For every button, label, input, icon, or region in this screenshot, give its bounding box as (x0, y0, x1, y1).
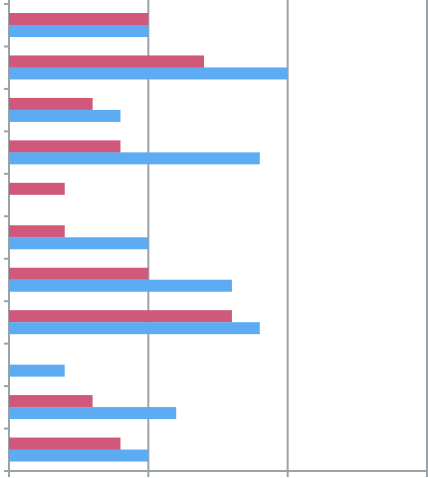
bar (9, 407, 177, 420)
bar (9, 322, 260, 335)
bar (9, 182, 65, 195)
bar (9, 97, 93, 110)
bar (9, 55, 205, 68)
bar (9, 267, 149, 280)
bar (9, 25, 149, 37)
bar (9, 109, 121, 122)
bar (9, 13, 149, 25)
bar (9, 310, 232, 323)
bar (9, 237, 149, 250)
bar (9, 67, 288, 80)
bar (9, 140, 121, 153)
bar (9, 279, 232, 292)
bar (9, 437, 121, 450)
bar (9, 225, 65, 238)
bar (9, 449, 149, 462)
bar (9, 364, 65, 377)
bar (9, 152, 260, 165)
bar (9, 395, 93, 408)
